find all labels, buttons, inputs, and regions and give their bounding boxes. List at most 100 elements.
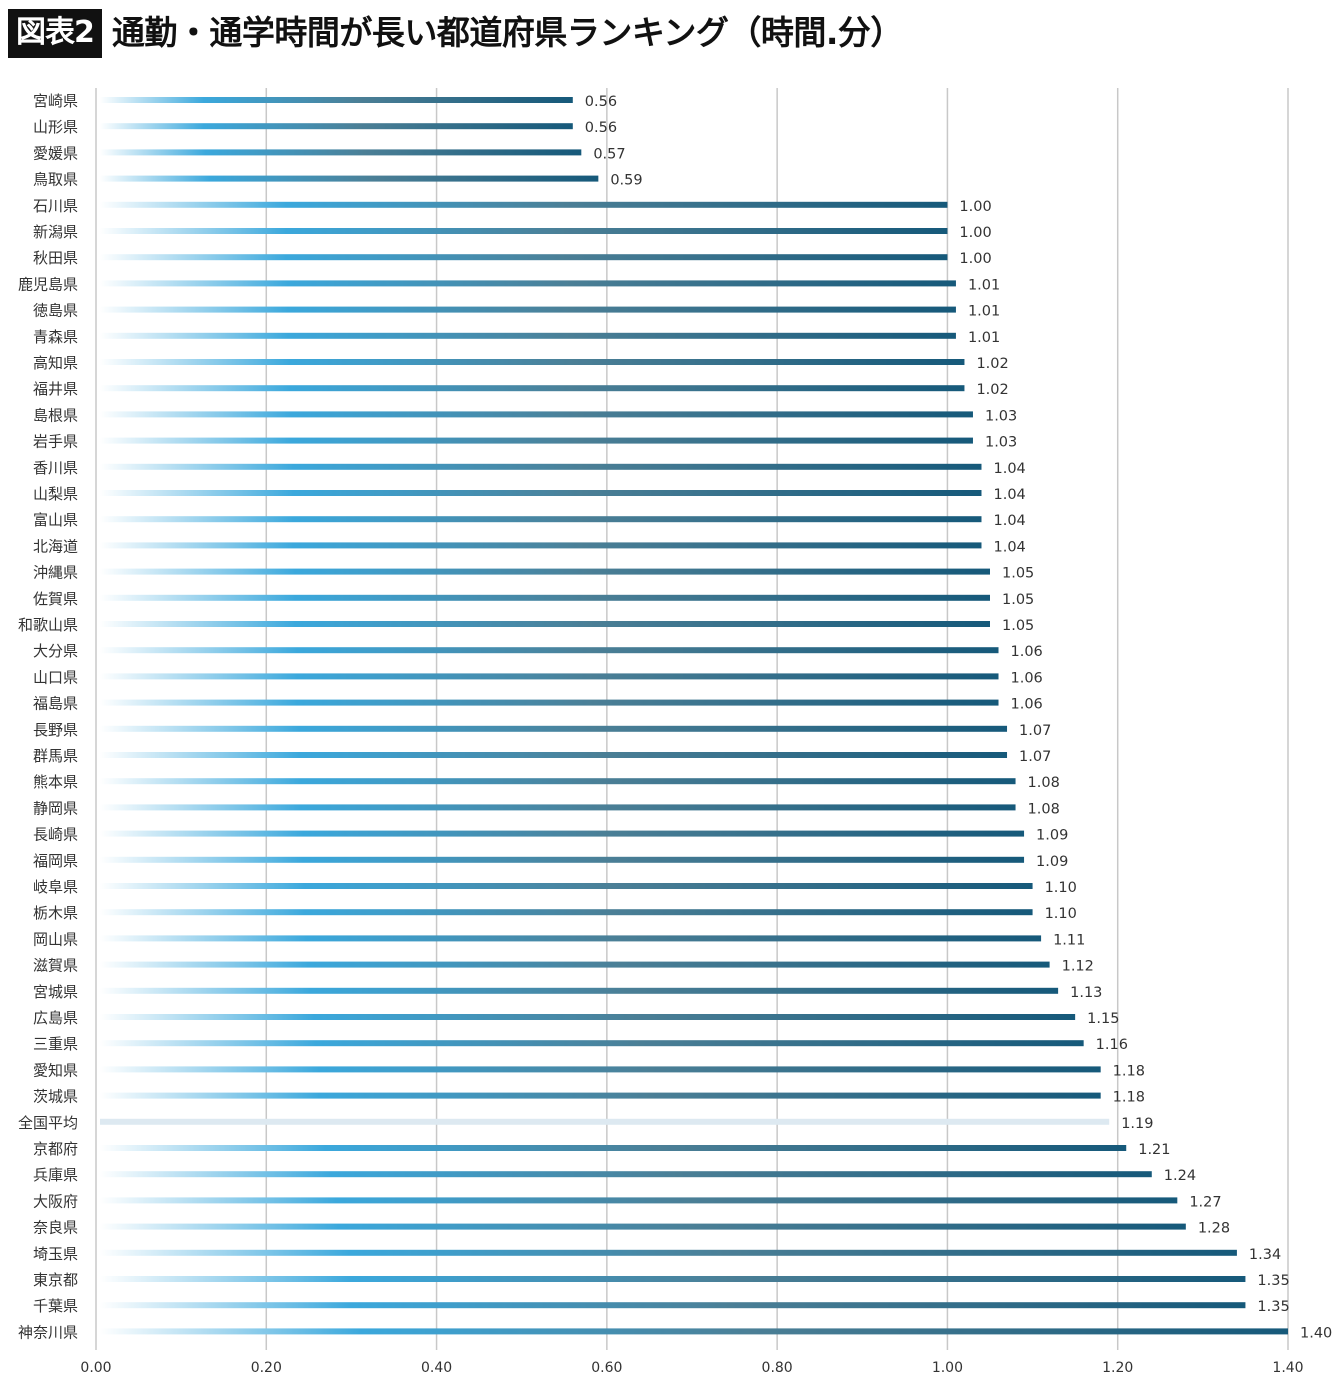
bar [100, 1145, 1127, 1151]
category-label: 静岡県 [33, 799, 78, 817]
value-label: 1.10 [1045, 880, 1077, 896]
value-label: 1.10 [1045, 906, 1077, 922]
bar [100, 1276, 1246, 1282]
category-label: 東京都 [33, 1271, 78, 1289]
bar [100, 437, 973, 444]
bar-layer [100, 97, 1288, 1335]
category-label: 沖縄県 [33, 564, 78, 582]
bar [100, 1223, 1186, 1230]
x-tick-label: 0.80 [762, 1360, 793, 1376]
value-label: 1.05 [1002, 592, 1034, 608]
category-label: 長野県 [33, 721, 78, 739]
value-label: 1.02 [976, 356, 1008, 372]
bar [100, 856, 1025, 863]
category-label: 青森県 [33, 328, 78, 346]
x-tick-label: 0.00 [80, 1360, 111, 1376]
figure-badge: 図表2 [8, 8, 102, 58]
value-label: 0.56 [585, 120, 617, 136]
value-label: 0.59 [610, 173, 642, 189]
bar [100, 123, 573, 130]
bar [100, 725, 1008, 732]
bar [100, 568, 990, 575]
value-label: 1.15 [1087, 1011, 1119, 1027]
bar [100, 280, 956, 287]
category-label: 佐賀県 [33, 590, 78, 608]
bar [100, 463, 982, 470]
bar [100, 228, 948, 234]
category-label: 山梨県 [33, 485, 78, 503]
bar [100, 175, 599, 182]
category-label: 滋賀県 [33, 957, 78, 975]
bar-chart: 宮崎県 0.56 山形県 0.56 愛媛県 0.57 鳥取県 0.59 石川県 1.00 新潟県 1.… [18, 88, 1332, 1376]
category-label: 鹿児島県 [18, 275, 78, 293]
category-label: 愛知県 [33, 1061, 78, 1079]
category-label: 熊本県 [33, 773, 78, 791]
category-label: 愛媛県 [33, 144, 78, 162]
bar [100, 490, 982, 496]
value-label: 1.07 [1019, 749, 1051, 765]
value-label: 1.35 [1257, 1299, 1289, 1315]
category-label: 新潟県 [33, 223, 78, 241]
x-tick-label: 1.00 [932, 1360, 963, 1376]
category-label: 大阪府 [33, 1192, 78, 1210]
category-label: 鳥取県 [33, 171, 78, 189]
bar [100, 935, 1042, 942]
bar [100, 909, 1033, 916]
axis-layer: 0.00 0.20 0.40 0.60 0.80 1.00 1.20 1.40 [80, 1360, 1303, 1376]
value-label: 0.56 [585, 94, 617, 110]
x-tick-label: 0.20 [251, 1360, 282, 1376]
value-label: 1.07 [1019, 723, 1051, 739]
category-label: 福岡県 [33, 852, 78, 870]
category-label: 奈良県 [33, 1219, 78, 1237]
bar [100, 647, 999, 654]
value-label: 1.03 [985, 408, 1017, 424]
bar [100, 516, 982, 523]
bar [100, 1302, 1246, 1309]
value-label: 1.04 [993, 461, 1025, 477]
category-label: 福島県 [33, 695, 78, 713]
value-label: 1.00 [959, 225, 991, 241]
bar [100, 804, 1016, 811]
value-label: 1.12 [1062, 959, 1094, 975]
value-label: 1.04 [993, 487, 1025, 503]
value-label: 1.34 [1249, 1247, 1281, 1263]
bar [100, 97, 573, 103]
value-label: 1.16 [1096, 1037, 1128, 1053]
value-label: 1.01 [968, 304, 1000, 320]
bar [100, 542, 982, 549]
category-label: 北海道 [33, 537, 78, 555]
value-label: 1.04 [993, 539, 1025, 555]
category-label: 大分県 [33, 642, 78, 660]
value-label: 1.18 [1113, 1090, 1145, 1106]
bar [100, 987, 1059, 994]
bar [100, 306, 956, 313]
value-label: 1.01 [968, 330, 1000, 346]
value-label: 1.09 [1036, 828, 1068, 844]
category-label: 高知県 [33, 354, 78, 372]
category-label: 福井県 [33, 380, 78, 398]
category-label: 秋田県 [33, 249, 78, 267]
value-label: 1.05 [1002, 566, 1034, 582]
bar [100, 883, 1033, 889]
bar [100, 201, 948, 208]
category-label: 広島県 [33, 1009, 78, 1027]
chart-header: 図表2 通勤・通学時間が長い都道府県ランキング（時間.分） [8, 6, 903, 60]
bar [100, 673, 999, 680]
value-label: 1.06 [1011, 697, 1043, 713]
category-label: 石川県 [33, 197, 78, 215]
category-label: 岐阜県 [33, 878, 78, 896]
bar [100, 961, 1050, 968]
category-label: 富山県 [33, 511, 78, 529]
average-bar [100, 1118, 1110, 1125]
value-label: 1.08 [1028, 775, 1060, 791]
bar [100, 411, 973, 418]
category-label: 和歌山県 [18, 616, 78, 634]
category-label: 宮崎県 [33, 92, 78, 110]
value-label: 1.08 [1028, 801, 1060, 817]
value-label: 1.04 [993, 513, 1025, 529]
category-label: 三重県 [33, 1035, 78, 1053]
value-label: 1.21 [1138, 1142, 1170, 1158]
category-label: 山形県 [33, 118, 78, 136]
value-label: 1.19 [1121, 1116, 1153, 1132]
bar [100, 149, 582, 156]
